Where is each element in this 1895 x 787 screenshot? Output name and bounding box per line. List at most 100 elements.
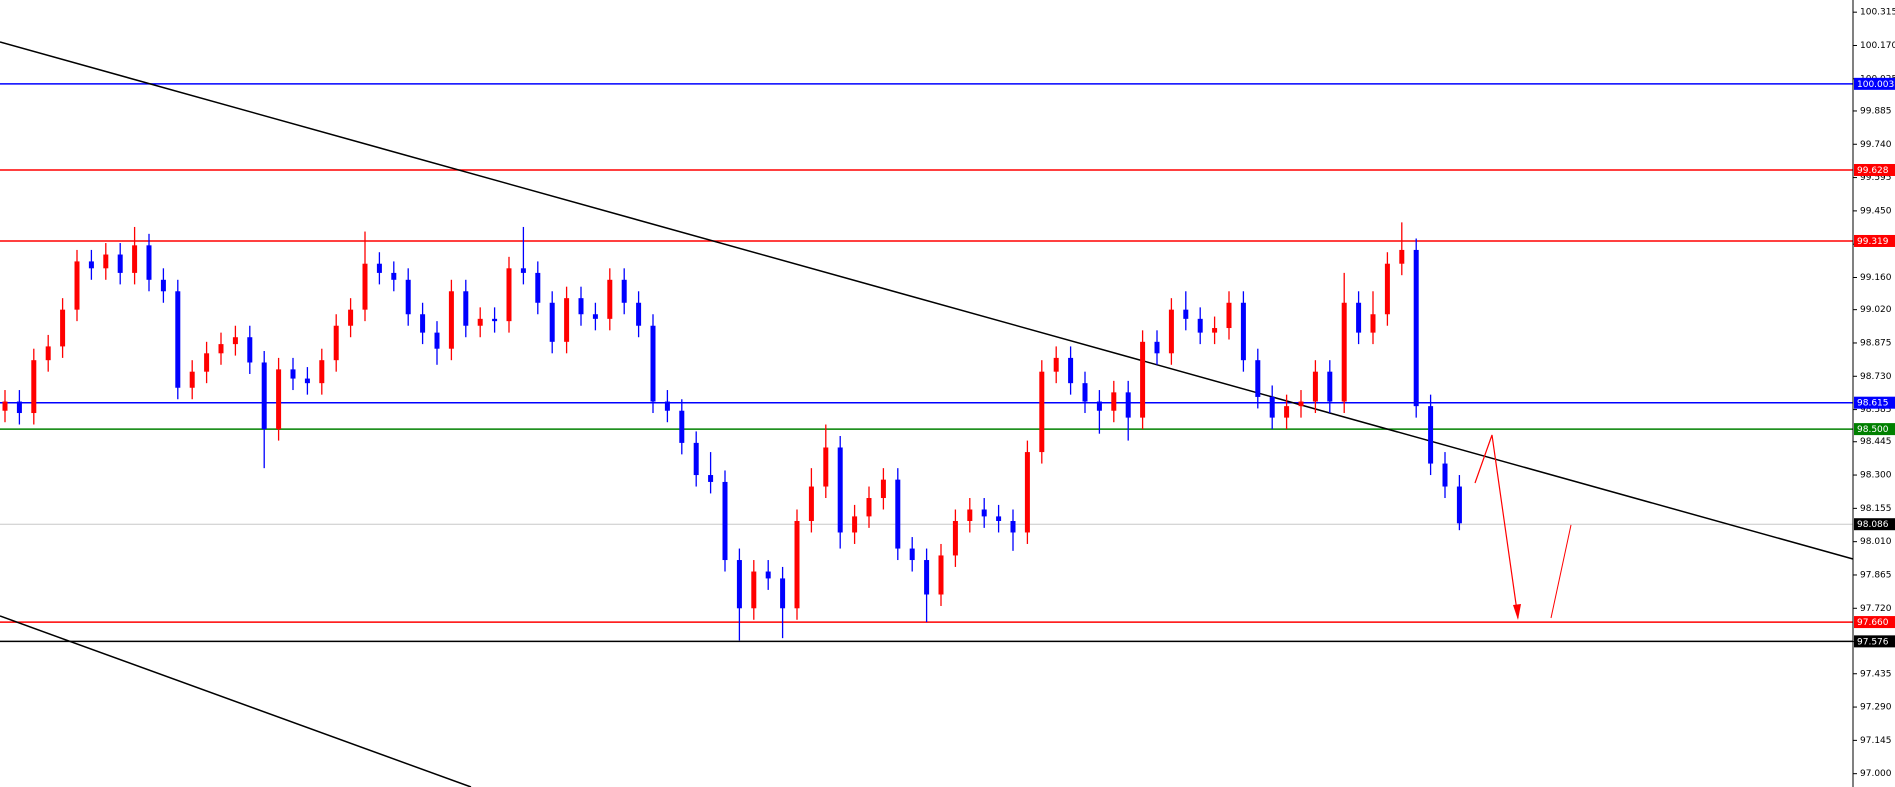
candle-body [1284, 406, 1290, 418]
y-tick-label: 97.000 [1860, 769, 1892, 779]
y-tick-label: 99.595 [1860, 173, 1892, 183]
forecast-arrow [1474, 434, 1519, 619]
y-tick-label: 97.435 [1860, 669, 1892, 679]
candle-body [1226, 302, 1232, 329]
candle-body [780, 578, 786, 609]
price-axis: 100.315100.170100.02599.88599.74099.5959… [1853, 8, 1895, 779]
level-label: 100.003 [1857, 80, 1894, 90]
level-label-bg [1854, 635, 1895, 648]
candle-body [74, 261, 80, 310]
candle-body [564, 298, 570, 342]
candle-body [103, 254, 109, 269]
candle-body [247, 337, 253, 363]
trend-line [0, 41, 1854, 560]
y-tick-label: 100.315 [1860, 8, 1895, 18]
level-label: 97.576 [1857, 637, 1889, 647]
level-label: 98.615 [1857, 399, 1889, 409]
candle-body [1341, 302, 1347, 402]
candle-body [880, 479, 886, 499]
candle-body [31, 360, 37, 414]
candle-body [1183, 309, 1189, 319]
candle-body [996, 516, 1002, 521]
candle-body [708, 475, 714, 482]
candle-body [535, 272, 541, 303]
candle-body [1255, 360, 1261, 397]
y-tick-label: 97.290 [1860, 703, 1892, 713]
candle-body [549, 302, 555, 342]
candle-body [348, 309, 354, 326]
candle-body [232, 337, 238, 345]
arrow-head [1513, 604, 1521, 620]
candle-body [736, 560, 742, 609]
candle-body [808, 486, 814, 521]
candle-body [621, 279, 627, 303]
candle-body [1039, 371, 1045, 453]
candle-body [1413, 249, 1419, 407]
candle-body [952, 520, 958, 556]
candle-body [823, 447, 829, 487]
candle-body [420, 314, 426, 333]
candle-body [448, 291, 454, 349]
candle-body [895, 479, 901, 549]
candle-body [1096, 401, 1102, 411]
y-tick-label: 98.730 [1860, 372, 1892, 382]
candle-body [189, 371, 195, 388]
candle-body [362, 263, 368, 310]
level-label-bg [1854, 396, 1895, 409]
candle-body [160, 279, 166, 292]
trend-line [0, 615, 472, 787]
candle-body [1240, 302, 1246, 361]
candle-body [276, 369, 282, 430]
level-label: 99.319 [1857, 237, 1889, 247]
candle-body [967, 509, 973, 521]
candle-body [405, 279, 411, 315]
candle-body [664, 401, 670, 411]
candle-body [1125, 392, 1131, 418]
candle-body [434, 332, 440, 349]
candle-body [679, 410, 685, 443]
level-label-bg [1854, 77, 1895, 90]
candle-body [1111, 392, 1117, 411]
candle-body [88, 261, 94, 269]
y-tick-label: 98.010 [1860, 537, 1892, 547]
candle-body [592, 314, 598, 319]
candle-body [45, 346, 51, 361]
level-label-bg [1854, 423, 1895, 436]
candle-body [1154, 341, 1160, 354]
candle-body [60, 309, 66, 347]
candle-body [1442, 463, 1448, 487]
candle-body [909, 548, 915, 561]
candle-body [290, 369, 296, 379]
forecast-arrow [1550, 524, 1572, 619]
candle-body [132, 245, 138, 273]
level-label-bg [1854, 234, 1895, 247]
candle-body [1082, 383, 1088, 402]
candle-body [751, 571, 757, 609]
candle-body [391, 272, 397, 280]
level-labels: 100.003 99.628 99.319 98.615 98.500 98.086 97.… [1854, 77, 1895, 648]
level-label-bg [1854, 616, 1895, 629]
candle-body [204, 353, 210, 372]
candle-body [636, 302, 642, 326]
y-tick-label: 99.020 [1860, 305, 1892, 315]
y-tick-label: 98.300 [1860, 471, 1892, 481]
y-tick-label: 98.875 [1860, 338, 1892, 348]
y-tick-label: 100.170 [1860, 41, 1895, 51]
candle-body [693, 442, 699, 476]
candle-body [938, 555, 944, 595]
y-tick-label: 99.885 [1860, 106, 1892, 116]
level-label: 99.628 [1857, 166, 1889, 176]
candle-body [2, 401, 8, 411]
level-label: 98.500 [1857, 425, 1889, 435]
candle-body [117, 254, 123, 273]
candle-body [506, 268, 512, 322]
candle-body [520, 268, 526, 273]
candle-body [463, 291, 469, 326]
candle-body [146, 245, 152, 280]
drawings [0, 41, 1854, 787]
candle-body [376, 263, 382, 273]
candles [2, 222, 1462, 641]
candle-body [1356, 302, 1362, 333]
levels [0, 83, 1853, 643]
